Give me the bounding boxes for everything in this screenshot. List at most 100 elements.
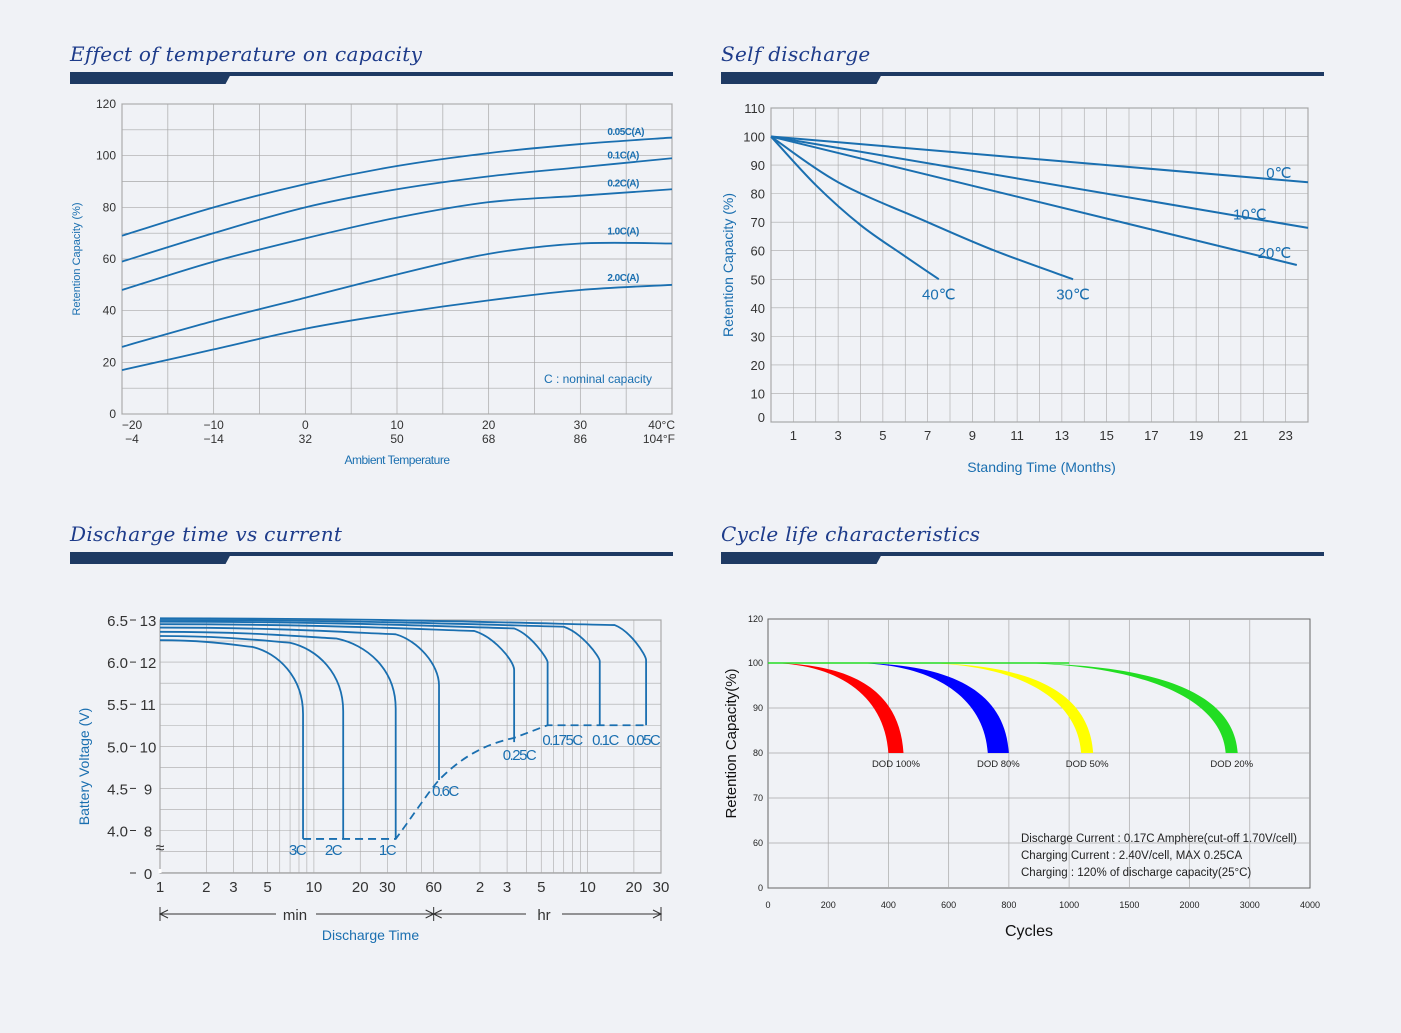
x-tick-label: 19	[1189, 428, 1203, 443]
unit-min: min	[283, 907, 307, 924]
x-tick-label: 3	[835, 428, 842, 443]
series-label: 0.6C	[432, 783, 459, 800]
series-label: 0.1C(A)	[607, 150, 639, 161]
series-label: 40℃	[922, 286, 956, 303]
self-discharge-title-bar	[721, 72, 1324, 84]
axis-break-symbol: ≈	[156, 840, 165, 857]
cycle-band-DOD 100%	[768, 663, 904, 753]
x-tick-label: 400	[881, 900, 896, 910]
series-line-20℃	[770, 135, 1298, 266]
series-label: 0.05C(A)	[607, 127, 644, 138]
x-tick-celsius: 20	[482, 418, 496, 432]
y-axis-label: Battery Voltage (V)	[76, 708, 92, 826]
x-tick-fahrenheit: 86	[574, 432, 588, 446]
x-axis-label: Standing Time (Months)	[967, 459, 1116, 475]
x-tick-label: 21	[1234, 428, 1248, 443]
series-label: 0.2C(A)	[607, 179, 639, 190]
y-tick-cell: 12	[140, 655, 157, 672]
y-tick-volt: 5.5	[107, 697, 128, 714]
series-label: 1C	[379, 842, 397, 859]
unit-hr: hr	[537, 907, 550, 924]
series-line-30℃	[770, 135, 1074, 281]
y-axis-label: Retention Capacity (%)	[71, 202, 83, 315]
series-line-0.25C	[159, 623, 516, 743]
y-tick-cell: 0	[144, 866, 152, 883]
series-label: 2.0C(A)	[607, 273, 639, 284]
cycle-title: Cycle life characteristics	[721, 522, 981, 546]
x-tick-label: 9	[969, 428, 976, 443]
x-tick-fahrenheit: 32	[299, 432, 313, 446]
series-line-10℃	[770, 135, 1309, 229]
self-discharge-title: Self discharge	[721, 42, 871, 66]
series-label: 3C	[289, 842, 307, 859]
cycle-title-bar	[721, 552, 1324, 564]
x-tick-fahrenheit: 68	[482, 432, 496, 446]
y-tick-label: 50	[751, 272, 765, 287]
y-tick-label: 80	[753, 748, 763, 758]
x-tick-celsius: 10	[390, 418, 404, 432]
x-tick-label: 1	[156, 879, 164, 896]
y-tick-label: 70	[751, 215, 765, 230]
note-line: Charging : 120% of discharge capacity(25…	[1021, 867, 1251, 879]
x-tick-label: 3	[503, 879, 511, 896]
x-tick-label: 60	[425, 879, 442, 896]
y-tick-label: 40	[103, 304, 117, 318]
temperature-panel: Effect of temperature on capacity	[70, 42, 673, 482]
series-line-0℃	[770, 135, 1309, 184]
x-tick-label: 13	[1055, 428, 1069, 443]
series-label: 20℃	[1258, 245, 1292, 262]
y-tick-label: 70	[753, 793, 763, 803]
x-tick-label: 11	[1010, 428, 1024, 443]
y-tick-cell: 9	[144, 781, 152, 798]
series-label: 0.25C	[503, 747, 537, 764]
x-tick-label: 5	[537, 879, 545, 896]
y-tick-label: 10	[751, 386, 765, 401]
series-label: 0℃	[1266, 165, 1291, 182]
x-tick-label: 1500	[1119, 900, 1139, 910]
y-tick-label: 30	[751, 329, 765, 344]
series-line-3C	[159, 639, 304, 839]
series-label: DOD 20%	[1210, 759, 1253, 770]
temperature-title: Effect of temperature on capacity	[70, 42, 423, 66]
y-tick-label: 80	[751, 187, 765, 202]
y-tick-label: 100	[743, 130, 765, 145]
x-axis-label: Cycles	[1005, 923, 1053, 940]
y-tick-label: 0	[109, 407, 116, 421]
x-tick-label: 2	[202, 879, 210, 896]
y-tick-label: 0	[758, 883, 763, 893]
x-tick-label: 15	[1099, 428, 1113, 443]
y-tick-label: 60	[103, 252, 117, 266]
series-line-0.05C	[159, 617, 647, 726]
series-label: 0.1C	[592, 732, 619, 749]
series-label: DOD 100%	[872, 759, 921, 770]
y-tick-cell: 10	[140, 739, 157, 756]
x-tick-label: 2	[476, 879, 484, 896]
x-tick-label: 20	[626, 879, 643, 896]
note-line: Discharge Current : 0.17C Amphere(cut-of…	[1021, 833, 1297, 845]
y-tick-cell: 13	[140, 613, 157, 630]
x-tick-label: 2000	[1180, 900, 1200, 910]
x-tick-label: 3000	[1240, 900, 1260, 910]
y-tick-volt: 4.0	[107, 824, 128, 841]
y-tick-label: 120	[96, 97, 116, 111]
x-tick-fahrenheit: 104°F	[643, 432, 675, 446]
y-tick-volt: 4.5	[107, 781, 128, 798]
series-line-2C	[159, 635, 345, 839]
x-tick-label: 5	[879, 428, 886, 443]
series-label: 0.175C	[542, 732, 583, 749]
series-label: 30℃	[1056, 286, 1090, 303]
discharge-title: Discharge time vs current	[70, 522, 343, 546]
series-line-0.1C(A)	[121, 157, 673, 263]
x-axis-label: Discharge Time	[322, 927, 419, 943]
y-axis-label: Retention Capacity (%)	[720, 193, 736, 337]
note-line: Charging Current : 2.40V/cell, MAX 0.25C…	[1021, 850, 1242, 862]
y-tick-cell: 11	[140, 697, 156, 714]
cycle-panel: Cycle life characteristics	[721, 522, 1324, 962]
x-tick-fahrenheit: −4	[125, 432, 139, 446]
series-line-0.1C	[159, 619, 601, 726]
x-tick-label: 23	[1278, 428, 1292, 443]
x-tick-celsius: −20	[122, 418, 143, 432]
